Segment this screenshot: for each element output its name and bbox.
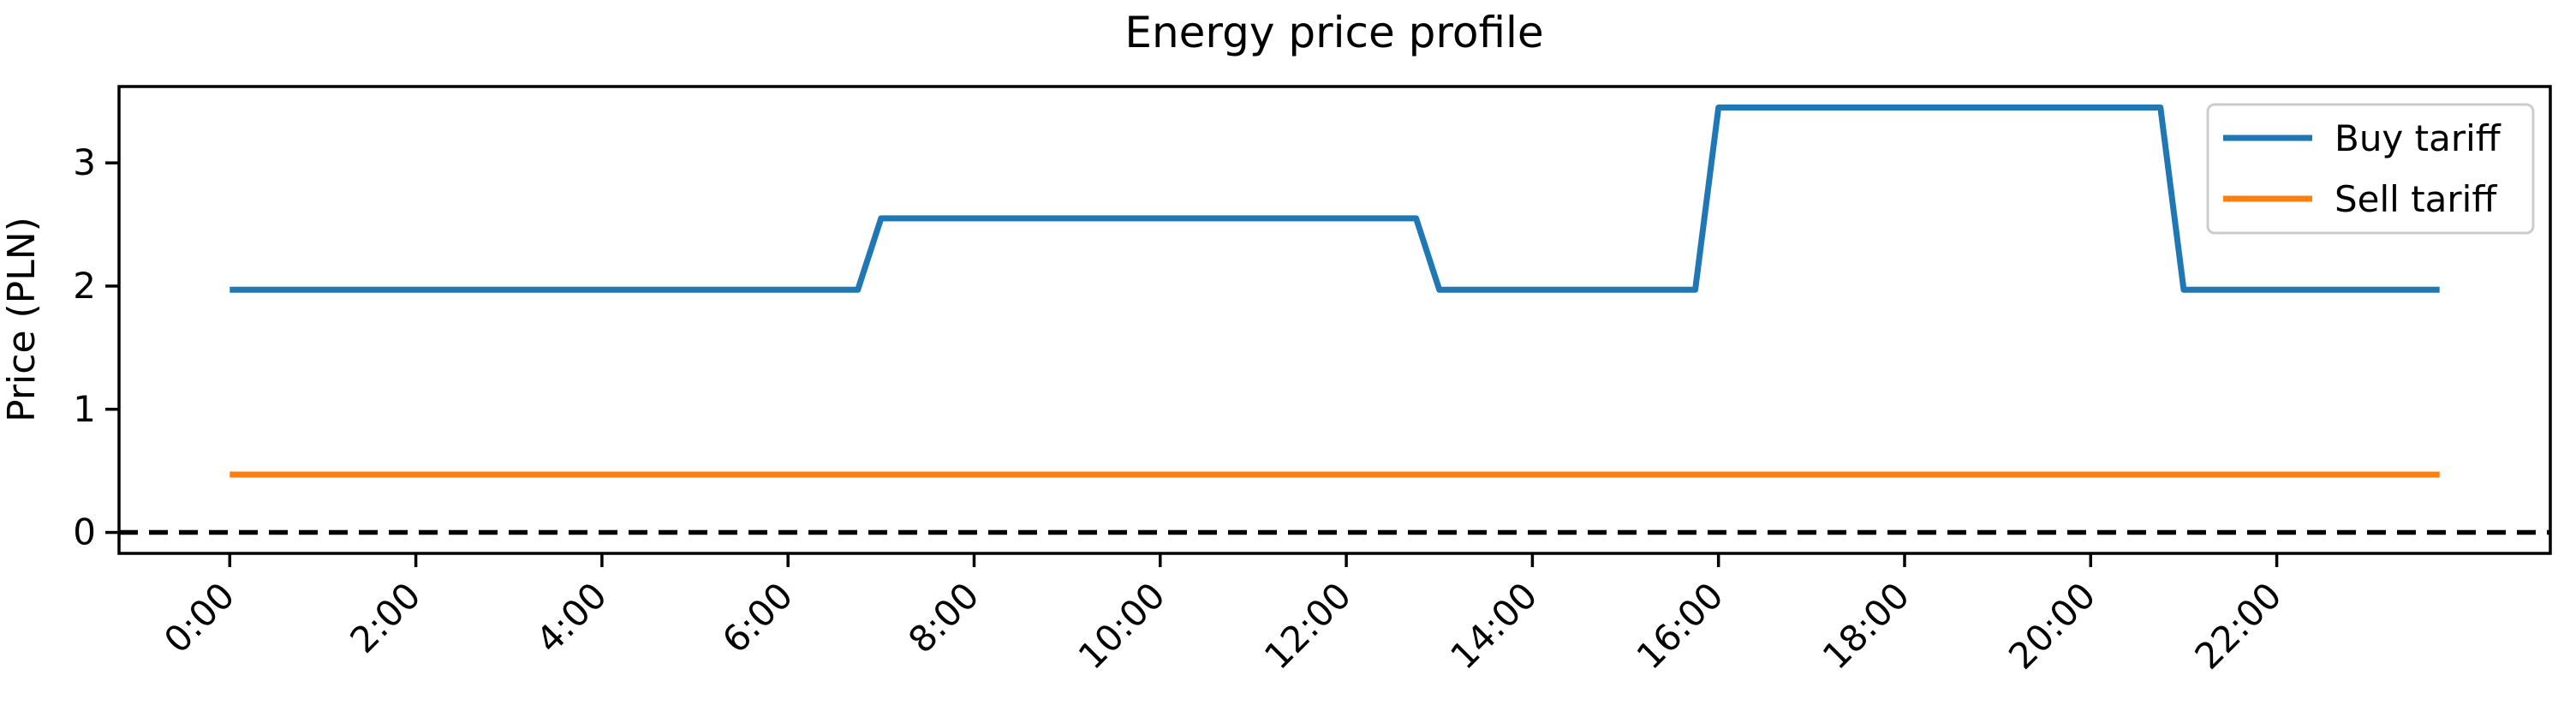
plot-area-border: [117, 85, 2552, 555]
x-tick-label: 4:00: [528, 574, 615, 660]
y-tick-label: 2: [73, 265, 96, 307]
chart-title: Energy price profile: [1124, 8, 1543, 57]
legend-sell-tariff-label: Sell tariff: [2334, 178, 2497, 220]
x-tick-label: 16:00: [1629, 574, 1732, 677]
x-tick-label: 18:00: [1815, 574, 1917, 677]
x-tick-label: 22:00: [2186, 574, 2289, 677]
y-tick-label: 0: [73, 511, 96, 553]
y-tick-label: 3: [73, 141, 96, 183]
legend-buy-tariff-label: Buy tariff: [2334, 117, 2501, 159]
x-tick-label: 2:00: [342, 574, 428, 660]
x-tick-label: 20:00: [2001, 574, 2103, 677]
x-tick-label: 8:00: [900, 574, 987, 660]
x-tick-label: 0:00: [156, 574, 242, 660]
x-tick-label: 6:00: [714, 574, 801, 660]
y-axis-label: Price (PLN): [0, 217, 44, 422]
buy-tariff-line: [230, 104, 2440, 293]
plot-content: 0:00 2:00 4:00 6:00 8:00 10:00 12:00 14:00 16:00…: [73, 104, 2550, 678]
x-tick-label: 12:00: [1256, 574, 1359, 677]
x-tick-label: 10:00: [1070, 574, 1173, 677]
legend: Buy tariff Sell tariff: [2206, 103, 2535, 235]
y-tick-label: 1: [73, 388, 96, 430]
x-tick-label: 14:00: [1442, 574, 1545, 677]
